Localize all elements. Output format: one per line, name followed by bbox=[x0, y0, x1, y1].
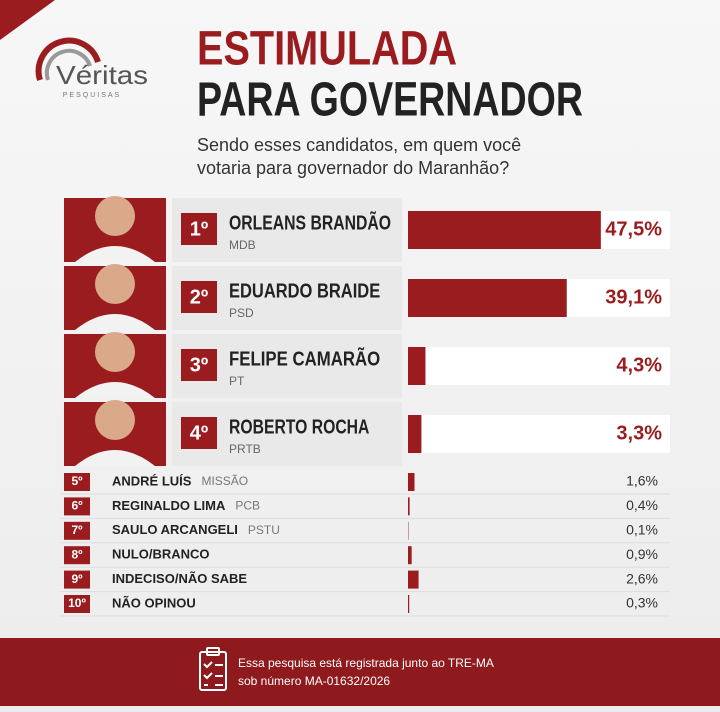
party: PSTU bbox=[248, 523, 280, 537]
bar-track bbox=[408, 347, 670, 385]
value-label: 39,1% bbox=[605, 286, 662, 308]
rank: 7º bbox=[71, 523, 83, 537]
rank: 10º bbox=[68, 596, 86, 610]
footer-band bbox=[0, 638, 720, 706]
candidate-name: REGINALDO LIMA bbox=[112, 498, 226, 513]
party: PCB bbox=[235, 499, 260, 513]
bar bbox=[408, 546, 412, 565]
bar bbox=[408, 570, 419, 589]
candidate-name: ROBERTO ROCHA bbox=[229, 416, 369, 438]
photo-body bbox=[75, 314, 155, 330]
candidate-name: ANDRÉ LUÍS bbox=[112, 473, 192, 488]
photo-head bbox=[95, 400, 135, 440]
footer-line: sob número MA-01632/2026 bbox=[238, 674, 390, 688]
candidate-name: ORLEANS BRANDÃO bbox=[229, 211, 391, 234]
bar bbox=[408, 497, 410, 516]
logo-arc bbox=[35, 37, 101, 81]
bar bbox=[408, 415, 422, 453]
rank: 9º bbox=[71, 572, 83, 586]
rank-badge bbox=[181, 213, 217, 245]
value-label: 1,6% bbox=[626, 473, 658, 489]
photo-body bbox=[75, 382, 155, 398]
rank: 4º bbox=[190, 422, 208, 444]
candidate-name: EDUARDO BRAIDE bbox=[229, 280, 380, 302]
bar bbox=[408, 211, 601, 249]
subtitle-line: Sendo esses candidatos, em quem você bbox=[197, 135, 521, 155]
value-label: 0,1% bbox=[626, 522, 658, 538]
bar bbox=[408, 279, 567, 317]
rank: 1º bbox=[190, 218, 208, 240]
bar bbox=[408, 473, 415, 491]
party: PT bbox=[229, 374, 245, 388]
rank-badge bbox=[181, 417, 217, 449]
rank-badge bbox=[64, 521, 90, 540]
candidate-name: NULO/BRANCO bbox=[112, 547, 210, 562]
photo-head bbox=[95, 332, 135, 372]
rank: 3º bbox=[190, 354, 208, 376]
rank-badge bbox=[181, 349, 217, 381]
rank-badge bbox=[64, 595, 90, 613]
bar bbox=[408, 347, 426, 385]
value-label: 3,3% bbox=[616, 422, 662, 444]
rank: 8º bbox=[71, 547, 83, 561]
title-line: PARA GOVERNADOR bbox=[197, 74, 583, 127]
candidate-name: SAULO ARCANGELI bbox=[112, 522, 238, 537]
rank-badge bbox=[64, 570, 90, 589]
rank-badge bbox=[64, 546, 90, 565]
rank-badge bbox=[64, 497, 90, 516]
party: PRTB bbox=[229, 442, 261, 456]
bar bbox=[408, 595, 410, 613]
value-label: 0,4% bbox=[626, 497, 658, 513]
rank: 2º bbox=[190, 286, 208, 308]
party: MDB bbox=[229, 238, 256, 252]
candidate-name: NÃO OPINOU bbox=[112, 595, 196, 610]
photo-body bbox=[75, 246, 155, 262]
rank-badge bbox=[181, 281, 217, 313]
party: PSD bbox=[229, 306, 254, 320]
footer-line: Essa pesquisa está registrada junto ao T… bbox=[238, 656, 494, 670]
rows: 1º ORLEANS BRANDÃO MDB 47,5% 2º EDUARDO BRAID… bbox=[60, 196, 670, 617]
logo: Véritas PESQUISAS bbox=[35, 37, 148, 99]
logo-tagline: PESQUISAS bbox=[63, 92, 121, 99]
value-label: 0,9% bbox=[626, 546, 658, 562]
value-label: 0,3% bbox=[626, 595, 658, 611]
rank-badge bbox=[64, 473, 90, 491]
rank: 6º bbox=[71, 499, 83, 513]
clipboard-icon bbox=[199, 647, 227, 691]
logo-arc bbox=[44, 48, 92, 81]
value-label: 47,5% bbox=[605, 218, 662, 240]
rank: 5º bbox=[71, 474, 83, 488]
value-label: 4,3% bbox=[616, 354, 662, 376]
photo-head bbox=[95, 264, 135, 304]
photo-head bbox=[95, 196, 135, 236]
value-label: 2,6% bbox=[626, 570, 658, 586]
candidate-name: FELIPE CAMARÃO bbox=[229, 347, 380, 370]
subtitle-line: votaria para governador do Maranhão? bbox=[197, 158, 509, 178]
candidate-name: INDECISO/NÃO SABE bbox=[112, 571, 247, 586]
logo-name: Véritas bbox=[56, 60, 148, 90]
title-line: ESTIMULADA bbox=[197, 23, 457, 76]
photo-body bbox=[75, 450, 155, 466]
party: MISSÃO bbox=[201, 474, 248, 488]
bar-track bbox=[408, 415, 670, 453]
corner bbox=[0, 0, 55, 40]
